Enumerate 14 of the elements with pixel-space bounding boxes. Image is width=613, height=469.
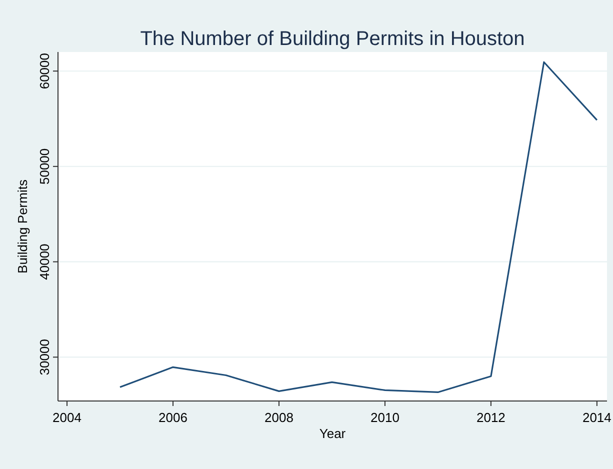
line-series: [119, 61, 598, 394]
x-tick-label: 2012: [476, 410, 506, 425]
y-tick-label: 40000: [37, 244, 52, 280]
y-axis-title: Building Permits: [15, 179, 30, 274]
y-tick-label: 30000: [37, 339, 52, 376]
y-tick-label: 50000: [37, 148, 52, 185]
y-tick-label: 60000: [37, 52, 52, 90]
chart-title: The Number of Building Permits in Houston: [140, 28, 525, 50]
x-tick-label: 2008: [264, 410, 294, 425]
x-tick-label: 2006: [158, 410, 188, 425]
x-tick-label: 2004: [52, 410, 82, 425]
x-axis-title: Year: [319, 426, 346, 441]
x-tick-label: 2010: [370, 410, 400, 425]
x-tick-label: 2014: [582, 410, 612, 425]
